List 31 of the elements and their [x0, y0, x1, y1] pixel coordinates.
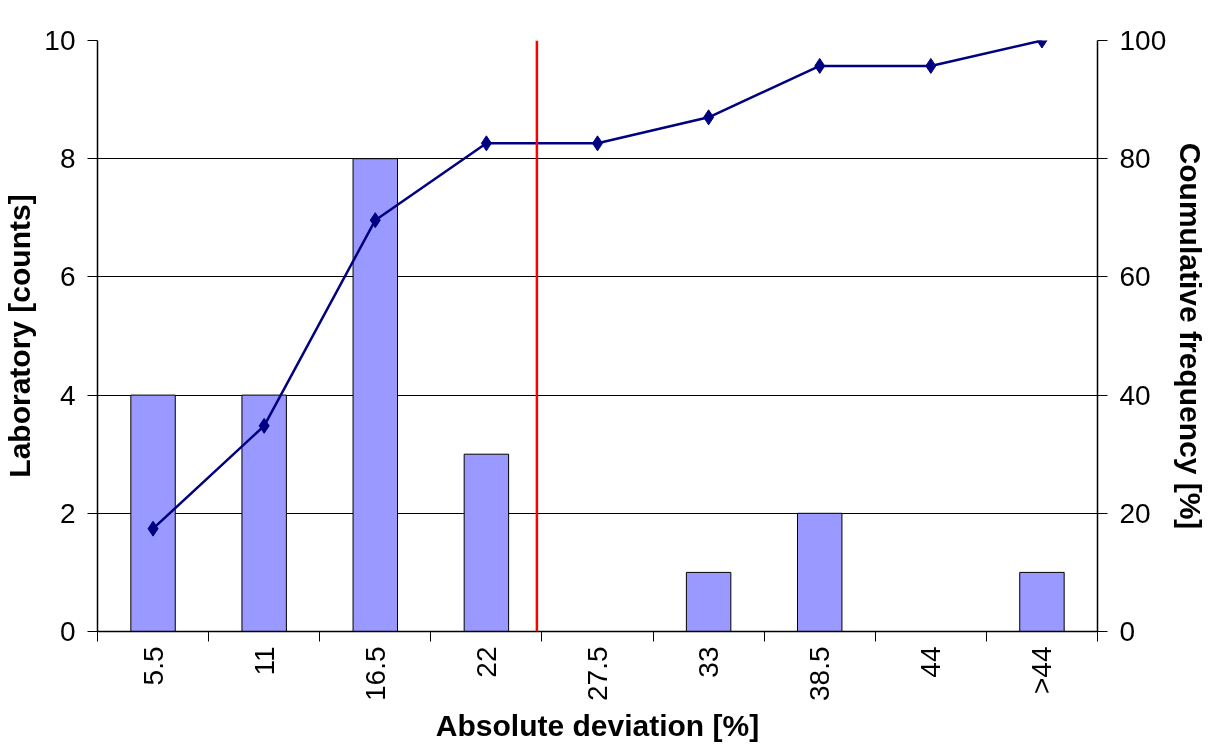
y2-tick-label: 0 — [1119, 616, 1136, 647]
x-axis-title: Absolute deviation [%] — [435, 709, 760, 742]
x-tick-label: 16.5 — [359, 646, 391, 701]
y2-tick-label: 20 — [1119, 497, 1151, 529]
y-axis-title: Laboratory [counts] — [3, 194, 37, 478]
y2-tick-label: 40 — [1119, 379, 1151, 411]
point — [369, 212, 381, 229]
y2-axis-title: Coumulative frequency [%] — [1174, 142, 1208, 530]
y-tick-label: 8 — [59, 143, 76, 175]
x-tick-label: 38.5 — [804, 646, 836, 701]
y-tick-label: 6 — [59, 261, 76, 293]
y2-tick-label: 60 — [1119, 261, 1151, 293]
point — [258, 417, 270, 434]
y-tick-label: 10 — [44, 25, 76, 56]
x-tick-label: 33 — [693, 646, 725, 678]
x-tick-label: 22 — [470, 646, 502, 678]
y2-tick-label: 80 — [1119, 143, 1151, 175]
point — [703, 109, 715, 126]
point — [480, 135, 492, 152]
y-tick-label: 2 — [59, 497, 76, 529]
y2-tick-label: 100 — [1119, 25, 1167, 56]
y-tick-label: 4 — [59, 379, 76, 411]
point — [147, 520, 159, 537]
y-tick-label: 0 — [59, 616, 76, 647]
x-tick-label: 11 — [248, 646, 280, 676]
point — [814, 57, 826, 74]
x-tick-label: >44 — [1026, 646, 1058, 694]
x-tick-label: 44 — [915, 646, 947, 678]
point — [925, 57, 937, 74]
x-tick-label: 27.5 — [582, 646, 613, 701]
x-tick-label: 5.5 — [137, 646, 169, 686]
